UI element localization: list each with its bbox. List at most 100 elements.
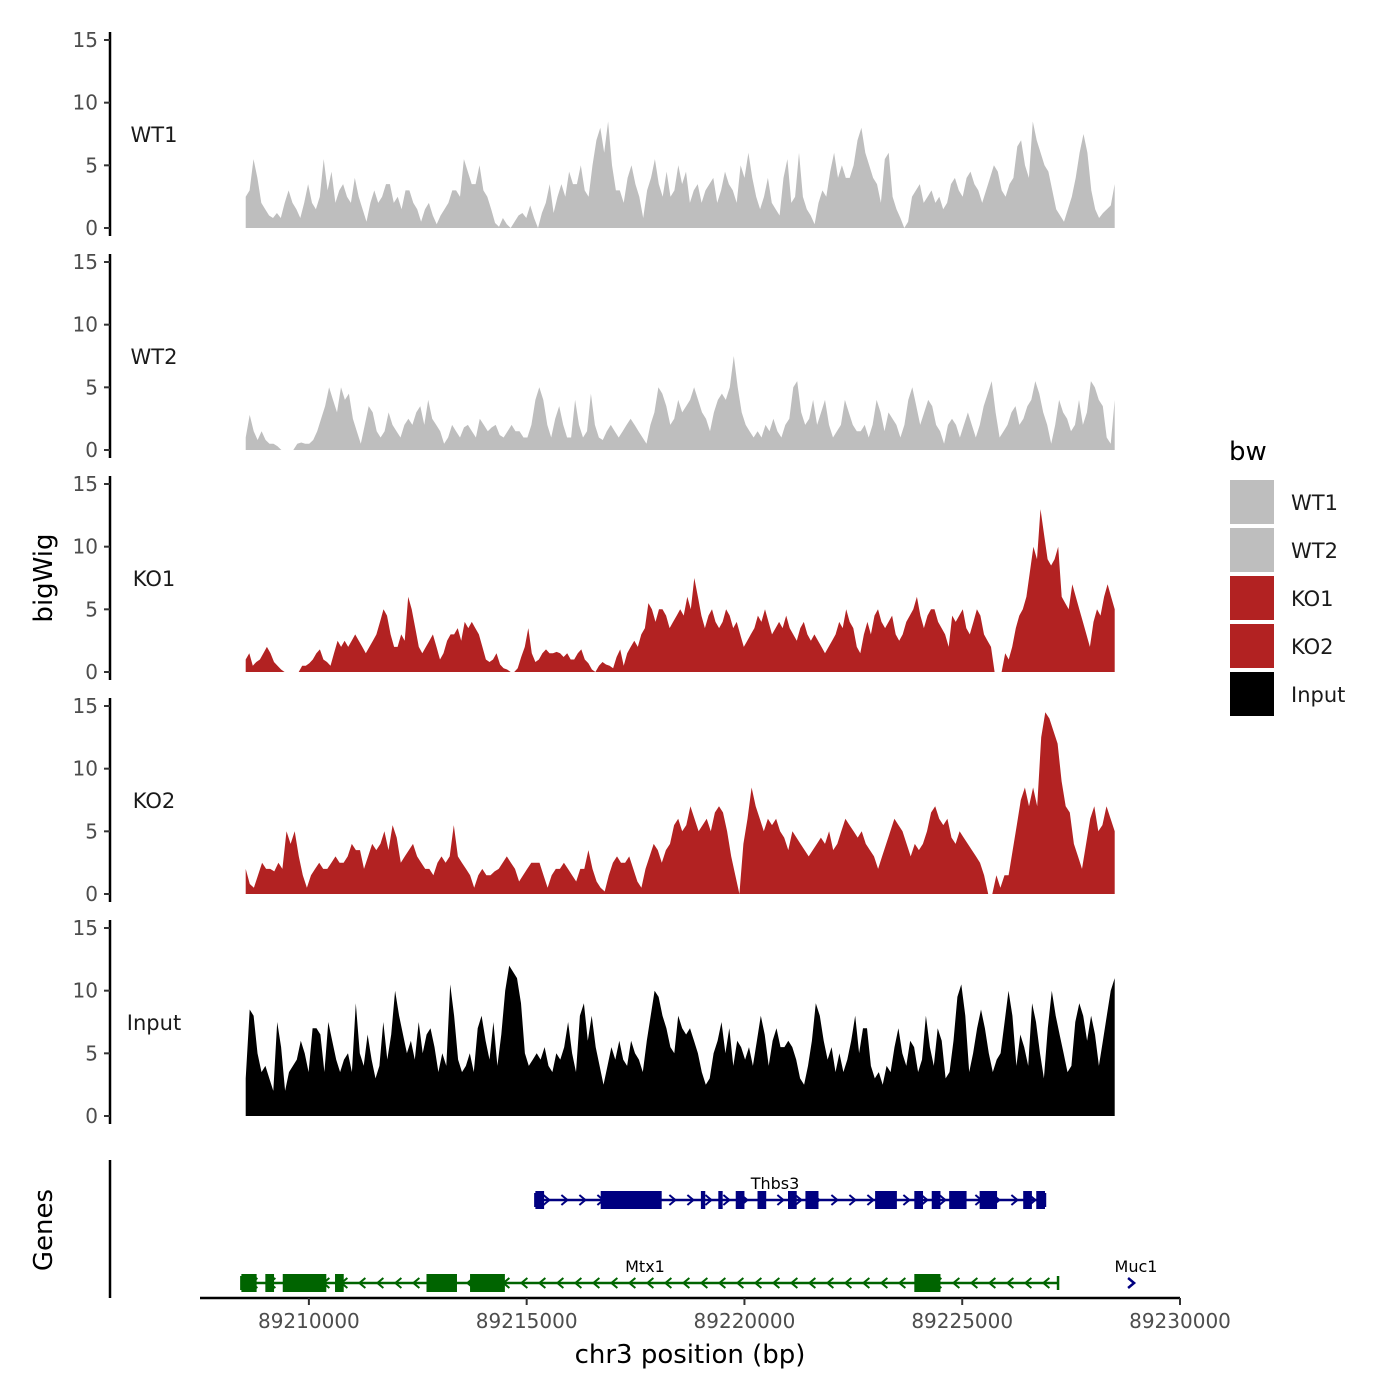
strand-chevron	[704, 1194, 713, 1206]
y-tick-label: 0	[85, 216, 98, 240]
exon	[914, 1191, 924, 1209]
strand-chevron	[843, 1277, 853, 1289]
strand-chevron	[789, 1277, 799, 1289]
legend-item-ko2: KO2	[1230, 624, 1334, 668]
y-tick-label: 0	[85, 1104, 98, 1128]
track-ko1: 0 5 10 15 KO1	[73, 472, 1115, 684]
strand-chevron	[393, 1277, 403, 1289]
exon	[1023, 1191, 1032, 1209]
y-tick-label: 15	[73, 694, 98, 718]
y-tick-label: 5	[85, 819, 98, 843]
strand-chevron	[807, 1277, 817, 1289]
x-tick-label: 89210000	[258, 1309, 360, 1333]
strand-chevron	[938, 1194, 947, 1206]
y-tick-label: 10	[73, 979, 98, 1003]
exon	[949, 1191, 967, 1209]
gene-label: Mtx1	[625, 1257, 665, 1276]
strand-chevron	[663, 1277, 673, 1289]
legend-label: Input	[1291, 683, 1345, 707]
legend-swatch	[1230, 672, 1274, 716]
exon	[335, 1274, 344, 1292]
x-tick-label: 89220000	[694, 1309, 796, 1333]
legend-swatch	[1230, 480, 1274, 524]
track-wt2: 0 5 10 15 WT2	[73, 250, 1115, 462]
y-tick-label: 10	[73, 757, 98, 781]
legend-item-wt1: WT1	[1230, 480, 1338, 524]
exon	[535, 1191, 545, 1209]
strand-chevron	[1010, 1194, 1019, 1206]
exon	[282, 1274, 327, 1292]
strand-chevron	[578, 1194, 587, 1206]
y-tick-label: 15	[73, 250, 98, 274]
strand-chevron	[357, 1277, 367, 1289]
exon	[470, 1274, 505, 1292]
strand-chevron	[375, 1277, 385, 1289]
area-input	[245, 965, 1115, 1116]
strand-chevron	[830, 1194, 839, 1206]
strand-chevron	[969, 1277, 979, 1289]
strand-chevron	[735, 1277, 745, 1289]
exon	[600, 1191, 662, 1209]
strand-chevron	[879, 1277, 889, 1289]
strand-chevron	[411, 1277, 421, 1289]
strand-chevron	[573, 1277, 583, 1289]
strand-chevron	[902, 1194, 911, 1206]
exon	[757, 1191, 767, 1209]
exon	[700, 1191, 706, 1209]
gene-thbs3: Thbs3	[534, 1174, 1047, 1209]
y-tick-label: 10	[73, 535, 98, 559]
legend-item-wt2: WT2	[1230, 528, 1338, 572]
coverage-tracks: 0 5 10 15 WT1 0 5 10 15 WT2 0 5 10 15 KO1 0 5 10 15 KO2 0 5 10…	[73, 28, 1115, 1128]
strand-chevron	[591, 1277, 601, 1289]
strand-chevron	[861, 1277, 871, 1289]
gene-label: Muc1	[1115, 1257, 1158, 1276]
track-ko2: 0 5 10 15 KO2	[73, 694, 1115, 906]
track-wt1: 0 5 10 15 WT1	[73, 28, 1115, 240]
strand-chevron	[794, 1194, 803, 1206]
exon	[241, 1274, 257, 1292]
strand-chevron	[555, 1277, 565, 1289]
strand-chevron	[717, 1277, 727, 1289]
area-ko1	[245, 509, 1115, 672]
exon	[979, 1191, 998, 1209]
strand-chevron	[866, 1194, 875, 1206]
x-axis: 89210000 89215000 89220000 89225000 89230000	[200, 1296, 1231, 1333]
legend-title: bw	[1229, 437, 1267, 467]
gene-label: Thbs3	[750, 1174, 800, 1193]
strand-chevron	[519, 1277, 529, 1289]
legend-item-ko1: KO1	[1230, 576, 1334, 620]
track-input: 0 5 10 15 Input	[73, 916, 1115, 1128]
track-label: Input	[127, 1011, 181, 1035]
exon	[931, 1191, 941, 1209]
strand-chevron	[537, 1277, 547, 1289]
y-tick-label: 15	[73, 28, 98, 52]
exon	[735, 1191, 745, 1209]
area-wt2	[245, 356, 1115, 450]
y-tick-label: 10	[73, 91, 98, 115]
y-tick-label: 5	[85, 375, 98, 399]
strand-chevron	[722, 1194, 731, 1206]
strand-chevron	[542, 1194, 551, 1206]
x-tick-label: 89225000	[911, 1309, 1013, 1333]
strand-chevron	[560, 1194, 569, 1206]
strand-chevron	[1023, 1277, 1033, 1289]
y-tick-label: 10	[73, 313, 98, 337]
strand-chevron	[645, 1277, 655, 1289]
exon	[875, 1191, 897, 1209]
strand-chevron	[609, 1277, 619, 1289]
track-label: KO2	[133, 789, 176, 813]
legend-item-input: Input	[1230, 672, 1345, 716]
x-tick-label: 89230000	[1129, 1309, 1231, 1333]
strand-chevron	[1041, 1277, 1051, 1289]
strand-chevron	[627, 1277, 637, 1289]
exon	[914, 1274, 941, 1292]
exon	[265, 1274, 275, 1292]
strand-chevron	[848, 1194, 857, 1206]
y-tick-label: 5	[85, 597, 98, 621]
legend-swatch	[1230, 576, 1274, 620]
legend-swatch	[1230, 528, 1274, 572]
strand-chevron	[987, 1277, 997, 1289]
strand-chevron	[920, 1194, 929, 1206]
